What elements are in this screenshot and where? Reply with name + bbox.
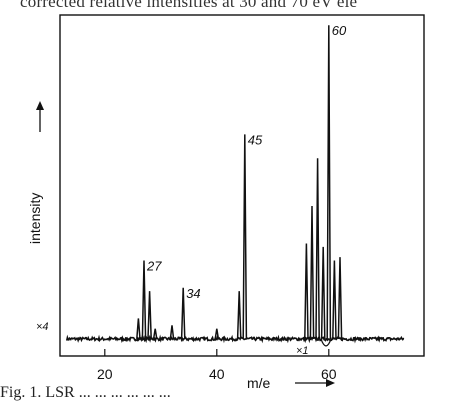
top-caption: corrected relative intensities at 30 and… (20, 0, 358, 11)
spectrum-peak-58-11 (315, 158, 320, 339)
spectrum-peak-27-1 (141, 260, 147, 339)
scale-change-curve (320, 338, 332, 347)
spectrum-peak-57-10 (309, 205, 315, 339)
peak-label-27: 27 (146, 259, 162, 274)
spectrum-peak-45-8 (242, 134, 248, 339)
spectrum-peak-59-12 (320, 246, 326, 339)
spectrum-peak-34-5 (180, 287, 186, 339)
scale-note-x1: ×1 (296, 345, 309, 357)
spectrum-peak-56-9 (304, 243, 309, 339)
spectrum-baseline-noise (65, 334, 405, 344)
x-tick-label-60: 60 (321, 366, 337, 382)
spectrum-peak-28-2 (147, 291, 152, 339)
peak-label-34: 34 (186, 286, 200, 301)
peak-label-60: 60 (332, 23, 347, 38)
spectrum-peak-44-7 (236, 291, 242, 339)
scale-note-x4: ×4 (36, 321, 49, 333)
y-axis-arrow-head (36, 101, 44, 110)
spectrum-peak-61-14 (332, 260, 337, 339)
spectrum-peak-60-13 (326, 25, 332, 339)
spectrum-peak-62-15 (337, 257, 343, 339)
x-axis-label: m/e (247, 375, 271, 391)
plot-frame (59, 14, 425, 357)
spectrum-peak-32-4 (169, 325, 175, 340)
spectrum-peak-26-0 (136, 318, 141, 340)
x-tick-label-40: 40 (209, 366, 225, 382)
spectrum-peak-29-3 (152, 328, 158, 340)
y-axis-label: intensity (27, 193, 43, 244)
x-tick-label-20: 20 (97, 366, 113, 382)
spectrum-peak-40-6 (214, 328, 220, 340)
peak-label-45: 45 (248, 132, 263, 147)
x-axis-arrow-head (326, 379, 335, 387)
figure-caption: Fig. 1. LSR ... ... ... ... ... ... (0, 384, 171, 401)
